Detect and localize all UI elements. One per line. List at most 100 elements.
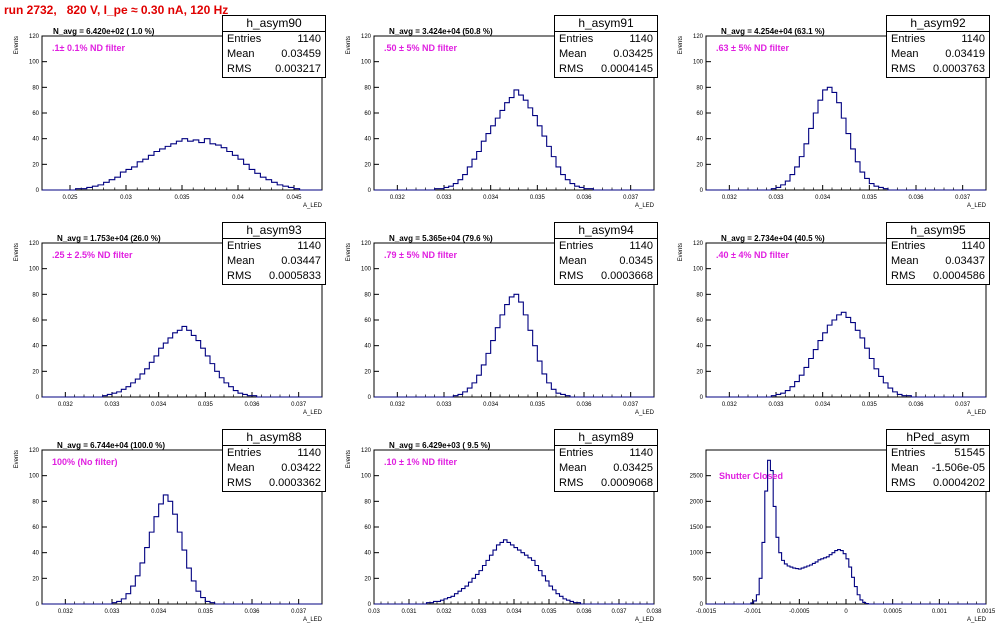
histogram-line [374, 539, 654, 605]
x-tick-label: -0.0015 [696, 609, 717, 615]
stats-value: 0.03425 [613, 462, 653, 474]
stats-title: h_asym88 [223, 430, 325, 446]
stats-label: Entries [227, 447, 262, 459]
stats-box: h_asym88 Entries 1140 Mean 0.03422 RMS 0.00033… [222, 429, 326, 492]
y-tick-label: 0 [368, 395, 372, 401]
x-axis-label: A_LED [303, 410, 323, 416]
x-tick-label: 0.0005 [883, 609, 902, 615]
stats-label: Mean [891, 462, 919, 474]
filter-label: .79 ± 5% ND filter [384, 250, 457, 260]
n-avg-label: N_avg = 6.420e+02 ( 1.0 %) [53, 27, 155, 36]
filter-label: Shutter Closed [719, 471, 784, 481]
filter-label: .25 ± 2.5% ND filter [52, 250, 133, 260]
x-tick-label: 0.033 [768, 402, 784, 408]
x-tick-label: 0.035 [198, 609, 214, 615]
x-tick-label: 0.032 [390, 195, 406, 201]
stats-value: 0.03422 [281, 462, 321, 474]
x-tick-label: 0.037 [623, 195, 639, 201]
y-tick-label: 0 [36, 395, 40, 401]
x-tick-label: 0.033 [436, 402, 452, 408]
stats-value: 0.0005833 [269, 270, 321, 282]
n-avg-label: N_avg = 2.734e+04 (40.5 %) [721, 234, 825, 243]
x-tick-label: 0.032 [58, 402, 74, 408]
stats-value: 0.0003763 [933, 63, 985, 75]
x-tick-label: 0.037 [291, 609, 307, 615]
y-tick-label: 80 [32, 292, 39, 298]
x-tick-label: 0.035 [862, 402, 878, 408]
x-tick-label: 0.03 [120, 195, 132, 201]
x-tick-label: 0.035 [174, 195, 190, 201]
y-tick-label: 120 [693, 34, 704, 40]
x-tick-label: 0.033 [436, 195, 452, 201]
stats-value: 1140 [629, 240, 653, 252]
y-tick-label: 120 [29, 34, 40, 40]
y-tick-label: 80 [364, 85, 371, 91]
y-tick-label: 80 [364, 499, 371, 505]
stats-row-rms: RMS 0.0009068 [555, 476, 657, 491]
histogram-plot: 0.032 0.033 0.034 0.035 0.036 0.037 0 20 40 60 80 1… [14, 448, 323, 623]
histogram-panel: 0.03 0.031 0.032 0.033 0.034 0.035 0.036 0.037 0… [332, 424, 664, 631]
stats-label: Mean [559, 48, 587, 60]
x-axis-label: A_LED [967, 410, 987, 416]
n-avg-label: N_avg = 3.424e+04 (50.8 %) [389, 27, 493, 36]
filter-label: 100% (No filter) [52, 457, 118, 467]
y-tick-label: 100 [361, 267, 372, 273]
filter-label: .50 ± 5% ND filter [384, 43, 457, 53]
filter-label: .1± 0.1% ND filter [52, 43, 125, 53]
stats-label: Entries [559, 240, 594, 252]
y-axis-label: Events [678, 243, 684, 261]
stats-value: 0.03459 [281, 48, 321, 60]
stats-label: RMS [891, 63, 916, 75]
y-tick-label: 0 [700, 188, 704, 194]
stats-label: Entries [227, 33, 262, 45]
histogram-plot: 0.032 0.033 0.034 0.035 0.036 0.037 0 20 40 60 80 1… [678, 241, 987, 416]
x-tick-label: 0.036 [908, 402, 924, 408]
y-axis-label: Events [346, 450, 352, 468]
stats-box: h_asym90 Entries 1140 Mean 0.03459 RMS 0.00321… [222, 15, 326, 78]
x-tick-label: 0.045 [286, 195, 302, 201]
stats-box: h_asym89 Entries 1140 Mean 0.03425 RMS 0.00090… [554, 429, 658, 492]
histogram-line [706, 311, 986, 398]
stats-label: Mean [227, 462, 255, 474]
y-tick-label: 40 [364, 137, 371, 143]
y-tick-label: 60 [32, 111, 39, 117]
x-tick-label: 0.037 [623, 402, 639, 408]
histogram-plot: 0.025 0.03 0.035 0.04 0.045 0 20 40 60 80 100 120 Ev… [14, 34, 323, 209]
y-tick-label: 120 [693, 241, 704, 247]
stats-label: RMS [227, 270, 252, 282]
x-axis-label: A_LED [635, 410, 655, 416]
stats-row-rms: RMS 0.0005833 [223, 269, 325, 284]
y-tick-label: 0 [36, 602, 40, 608]
y-axis-label: Events [14, 36, 20, 54]
x-tick-label: 0.03 [368, 609, 380, 615]
y-tick-label: 20 [32, 576, 39, 582]
histogram-panel: 0.032 0.033 0.034 0.035 0.036 0.037 0 20 40 60 80 1… [332, 10, 664, 217]
y-tick-label: 20 [364, 369, 371, 375]
stats-label: Mean [227, 255, 255, 267]
y-tick-label: 100 [29, 267, 40, 273]
x-tick-label: 0.032 [58, 609, 74, 615]
filter-label: .63 ± 5% ND filter [716, 43, 789, 53]
x-tick-label: 0.034 [483, 402, 499, 408]
stats-value: 0.0003668 [601, 270, 653, 282]
y-tick-label: 80 [364, 292, 371, 298]
stats-value: 0.0345 [619, 255, 653, 267]
stats-label: Mean [891, 48, 919, 60]
stats-value: 0.0004586 [933, 270, 985, 282]
y-tick-label: 120 [29, 448, 40, 454]
x-tick-label: 0 [844, 609, 848, 615]
y-tick-label: 100 [693, 267, 704, 273]
histogram-panel: 0.032 0.033 0.034 0.035 0.036 0.037 0 20 40 60 80 1… [664, 10, 996, 217]
stats-row-entries: Entries 1140 [223, 446, 325, 461]
stats-value: 0.03447 [281, 255, 321, 267]
stats-row-mean: Mean 0.03459 [223, 47, 325, 62]
y-tick-label: 100 [29, 60, 40, 66]
stats-label: Mean [227, 48, 255, 60]
stats-title: h_asym93 [223, 223, 325, 239]
x-tick-label: 0.033 [104, 402, 120, 408]
y-axis-label: Events [346, 243, 352, 261]
run-title: run 2732, 820 V, I_pe ≈ 0.30 nA, 120 Hz [4, 3, 229, 17]
stats-label: Entries [227, 240, 262, 252]
x-tick-label: 0.036 [576, 402, 592, 408]
y-tick-label: 2000 [690, 499, 704, 505]
